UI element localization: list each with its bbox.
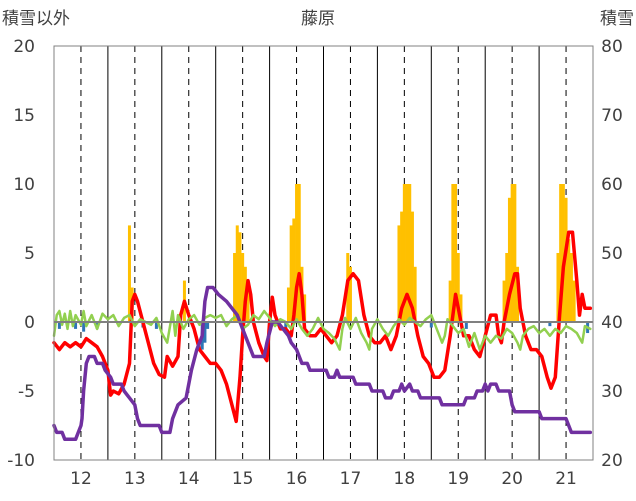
left-tick-label: 15 [13, 106, 35, 126]
x-tick-label: 16 [286, 469, 308, 489]
precip-bar [400, 211, 404, 322]
precip-bar [513, 184, 517, 322]
precip-bar [567, 239, 571, 322]
negative-bar [57, 322, 61, 329]
chart-title: 藤原 [301, 9, 335, 29]
x-tick-label: 20 [501, 469, 523, 489]
negative-bar [464, 322, 468, 329]
precip-bar [451, 184, 455, 322]
precip-bar [286, 287, 290, 322]
right-tick-label: 30 [601, 382, 623, 402]
precip-bar [238, 232, 242, 322]
precip-bar [233, 253, 237, 322]
right-tick-label: 20 [601, 451, 623, 471]
negative-bar [284, 322, 288, 332]
precip-bar [413, 266, 417, 322]
precip-bar [295, 184, 299, 322]
right-tick-label: 70 [601, 106, 623, 126]
left-tick-label: -10 [7, 451, 35, 471]
light-green-line [52, 309, 592, 351]
x-tick-labels: 12 13 14 15 16 17 18 19 20 21 [70, 469, 577, 489]
precip-bar [235, 225, 239, 322]
negative-bar [154, 322, 158, 329]
right-tick-label: 60 [601, 175, 623, 195]
precip-bar [454, 184, 458, 322]
negative-bar [82, 322, 86, 332]
precip-bar [556, 253, 560, 322]
precip-bar [297, 184, 301, 322]
series-lines [52, 230, 593, 442]
precip-bar [510, 184, 514, 322]
precip-bar [246, 287, 250, 322]
precip-bar [127, 225, 131, 322]
precip-bar [559, 184, 563, 322]
x-tick-label: 19 [447, 469, 469, 489]
left-tick-labels: 20 15 10 5 0 -5 -10 [7, 37, 35, 471]
negative-bar [429, 322, 433, 328]
temperature-line [52, 230, 593, 424]
left-tick-label: 20 [13, 37, 35, 57]
precip-bar [561, 184, 565, 322]
x-tick-label: 18 [394, 469, 416, 489]
left-tick-label: 0 [24, 313, 35, 333]
precip-bar [448, 280, 452, 322]
snow-depth-line [52, 285, 593, 442]
x-tick-label: 15 [232, 469, 254, 489]
precip-bar [459, 294, 463, 322]
negative-bar [548, 322, 552, 327]
plot-frame [53, 45, 594, 461]
x-tick-label: 14 [178, 469, 200, 489]
precip-bar [456, 253, 460, 322]
x-tick-label: 12 [70, 469, 92, 489]
right-tick-label: 50 [601, 244, 623, 264]
precip-bar [507, 197, 511, 322]
right-tick-label: 40 [601, 313, 623, 333]
negative-bar [203, 322, 207, 343]
precip-bar [408, 184, 412, 322]
x-tick-label: 21 [555, 469, 577, 489]
precip-bar [410, 211, 414, 322]
right-tick-label: 80 [601, 37, 623, 57]
x-tick-label: 13 [124, 469, 146, 489]
right-axis-title: 積雪 [600, 9, 634, 29]
left-tick-label: -5 [18, 382, 35, 402]
precip-bar [292, 218, 296, 322]
left-tick-label: 5 [24, 244, 35, 264]
precip-bar [572, 280, 576, 322]
left-tick-label: 10 [13, 175, 35, 195]
precip-bar [241, 253, 245, 322]
left-axis-title: 積雪以外 [2, 9, 70, 29]
right-tick-labels: 80 70 60 50 40 30 20 [601, 37, 623, 471]
precip-bar [289, 225, 293, 322]
precip-bar [397, 225, 401, 322]
negative-bar [206, 322, 210, 329]
precip-bar [569, 253, 573, 322]
precip-bar [402, 184, 406, 322]
precip-bar [502, 280, 506, 322]
x-tick-label: 17 [340, 469, 362, 489]
precip-bar [405, 184, 409, 322]
negative-bar [74, 322, 78, 329]
precip-bar [505, 253, 509, 322]
precip-bar [348, 266, 352, 322]
